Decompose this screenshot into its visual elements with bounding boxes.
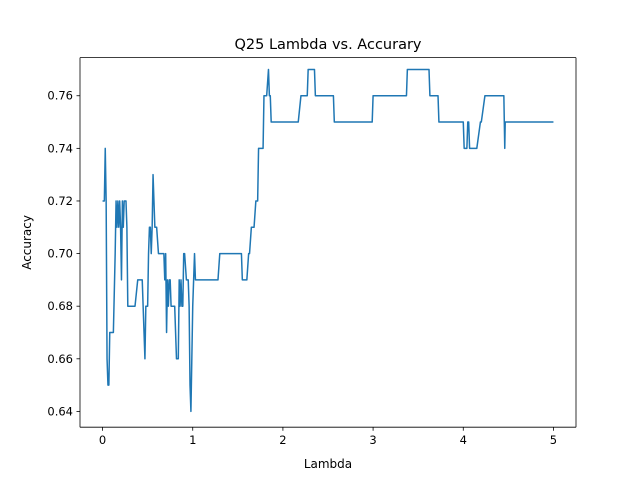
x-tick-label: 0 [99, 433, 106, 447]
y-tick-label: 0.76 [47, 89, 73, 103]
x-tick-label: 5 [550, 433, 557, 447]
series-layer [102, 68, 554, 413]
x-tick-label: 1 [189, 433, 196, 447]
series-line-0 [102, 68, 554, 413]
plot-area [80, 57, 576, 428]
y-tick-label: 0.64 [47, 404, 73, 418]
y-tick-label: 0.72 [47, 194, 73, 208]
y-tick-label: 0.74 [47, 141, 73, 155]
x-tick-label: 3 [369, 433, 376, 447]
y-axis-ticks: 0.64 0.66 0.68 0.70 0.72 0.74 0.76 [47, 89, 80, 418]
x-axis-ticks: 0 1 2 3 4 5 [99, 427, 557, 447]
x-tick-label: 2 [279, 433, 286, 447]
y-axis-label: Accuracy [20, 215, 34, 270]
x-tick-label: 4 [460, 433, 467, 447]
x-axis-label: Lambda [304, 457, 352, 471]
axes-spines [79, 57, 577, 428]
y-tick-label: 0.70 [47, 247, 73, 261]
y-tick-label: 0.68 [47, 299, 73, 313]
chart-title: Q25 Lambda vs. Accurary [234, 37, 421, 53]
y-tick-label: 0.66 [47, 352, 73, 366]
